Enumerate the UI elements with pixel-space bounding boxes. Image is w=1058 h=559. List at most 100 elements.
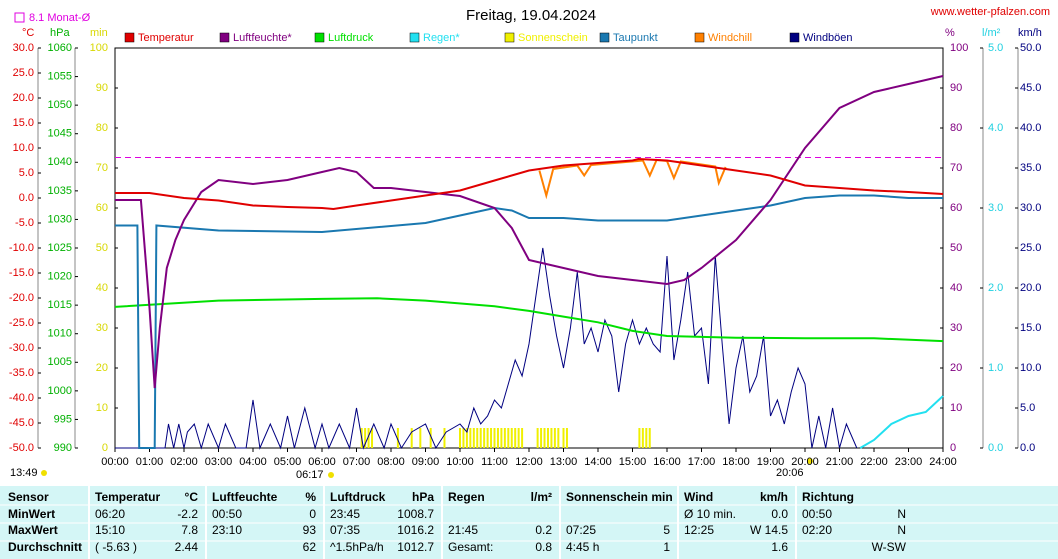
table-cell: MaxWert [8,523,58,537]
x-tick-label: 00:00 [101,456,129,468]
sun-bar [459,428,461,448]
sun-bar [410,428,413,448]
sun-bar [465,428,468,448]
y-tick-label: 10.0 [13,142,34,154]
y-tick-label: 1055 [48,70,72,82]
sun-bar [645,428,648,448]
sun-bar [521,428,524,448]
table-cell: Durchschnitt [8,540,82,554]
legend-label: Windböen [803,32,853,44]
legend-label: Temperatur [138,32,194,44]
y-tick-label: 30 [96,322,108,334]
y-tick-label: 10 [96,402,108,414]
series-line [859,395,944,449]
table-cell: 1016.2 [397,523,434,537]
table-cell: 5 [663,523,670,537]
y-tick-label: 0.0 [988,442,1003,454]
table-cell: °C [185,490,199,504]
y-tick-label: 990 [54,442,72,454]
x-tick-label: 16:00 [653,456,681,468]
table-cell: 00:50 [802,507,832,521]
y-tick-label: 1005 [48,356,72,368]
table-cell: ^1.5hPa/h [330,540,384,554]
y-tick-label: 995 [54,413,72,425]
y-tick-label: 50 [950,242,962,254]
sun-bar [472,428,475,448]
axis-title: min [90,27,108,39]
table-cell: % [305,490,316,504]
table-cell: 21:45 [448,523,478,537]
table-cell: 1.6 [771,540,788,554]
avg-swatch [14,12,25,23]
sunset: 20:06 [776,467,804,479]
sun-bar [462,428,465,448]
y-tick-label: 60 [96,202,108,214]
table-cell: 00:50 [212,507,242,521]
x-tick-label: 09:00 [412,456,440,468]
x-tick-label: 10:00 [446,456,474,468]
y-tick-label: 5.0 [19,167,34,179]
sun-icon [41,470,47,476]
sun-bar [469,428,472,448]
sun-bar [396,428,399,448]
x-tick-label: 22:00 [860,456,888,468]
y-tick-label: 40.0 [1020,122,1041,134]
table-cell: Luftfeuchte [212,490,278,504]
y-tick-label: -15.0 [9,267,34,279]
table-cell: l/m² [531,490,552,504]
y-tick-label: 90 [950,82,962,94]
sunrise: 06:17 [296,469,324,481]
y-tick-label: 1045 [48,128,72,140]
sun-bar [557,428,560,448]
x-tick-label: 01:00 [136,456,164,468]
y-tick-label: 40 [96,282,108,294]
y-tick-label: 30.0 [13,42,34,54]
sun-icon [328,472,334,478]
table-cell: Gesamt: [448,540,493,554]
x-tick-label: 11:00 [481,456,508,468]
axis-title: hPa [50,27,70,39]
table-cell: 23:10 [212,523,242,537]
table-cell: 1 [663,540,670,554]
x-tick-label: 14:00 [584,456,612,468]
x-tick-label: 12:00 [515,456,543,468]
x-tick-label: 18:00 [722,456,750,468]
sun-bar [443,428,446,448]
sun-bar [371,428,374,448]
y-tick-label: 1025 [48,242,72,254]
y-tick-label: -10.0 [9,242,34,254]
table-cell: N [897,507,906,521]
table-cell: 1012.7 [397,540,434,554]
day-length: 13:49 [10,467,38,479]
table-cell: MinWert [8,507,55,521]
table-cell: 07:25 [566,523,596,537]
sun-bar [562,428,565,448]
chart-title: Freitag, 19.04.2024 [466,7,596,24]
table-cell: Ø 10 min. [684,507,736,521]
legend-label: Taupunkt [613,32,658,44]
table-cell: Richtung [802,490,854,504]
y-tick-label: 1020 [48,270,72,282]
y-tick-label: 80 [950,122,962,134]
y-tick-label: 20.0 [1020,282,1041,294]
table-cell: 62 [303,540,317,554]
legend-swatch [314,32,325,43]
y-tick-label: 5.0 [988,42,1003,54]
table-cell: -2.2 [177,507,198,521]
table-cell: hPa [412,490,434,504]
legend-label: Windchill [708,32,752,44]
y-tick-label: 80 [96,122,108,134]
y-tick-label: 45.0 [1020,82,1041,94]
y-tick-label: -35.0 [9,367,34,379]
sun-bar [364,428,367,448]
sun-bar [486,428,489,448]
y-tick-label: 0.0 [1020,442,1035,454]
axis-title: l/m² [982,27,1001,39]
y-tick-label: 1050 [48,99,72,111]
y-tick-label: -45.0 [9,417,34,429]
table-cell: 0.2 [535,523,552,537]
y-tick-label: 0.0 [19,192,34,204]
x-tick-label: 17:00 [688,456,716,468]
y-tick-label: 1040 [48,156,72,168]
